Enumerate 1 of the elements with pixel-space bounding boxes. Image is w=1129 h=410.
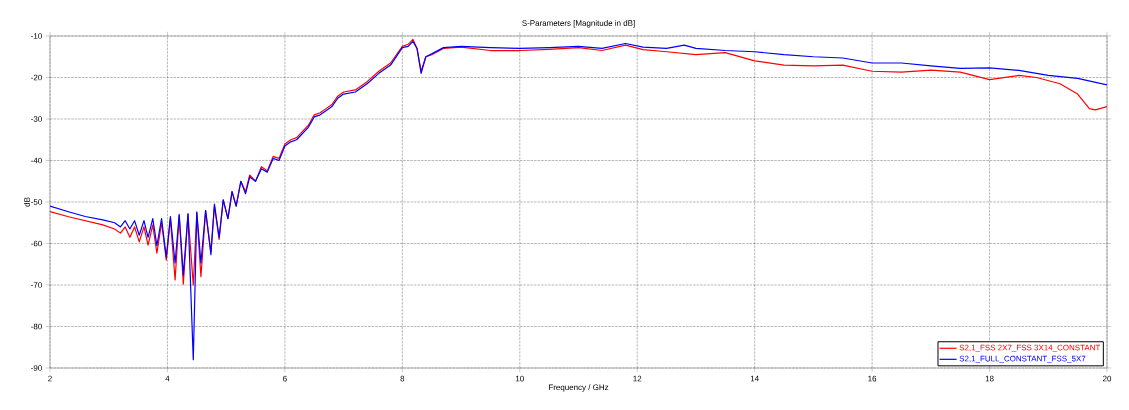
line-series bbox=[50, 40, 1108, 361]
